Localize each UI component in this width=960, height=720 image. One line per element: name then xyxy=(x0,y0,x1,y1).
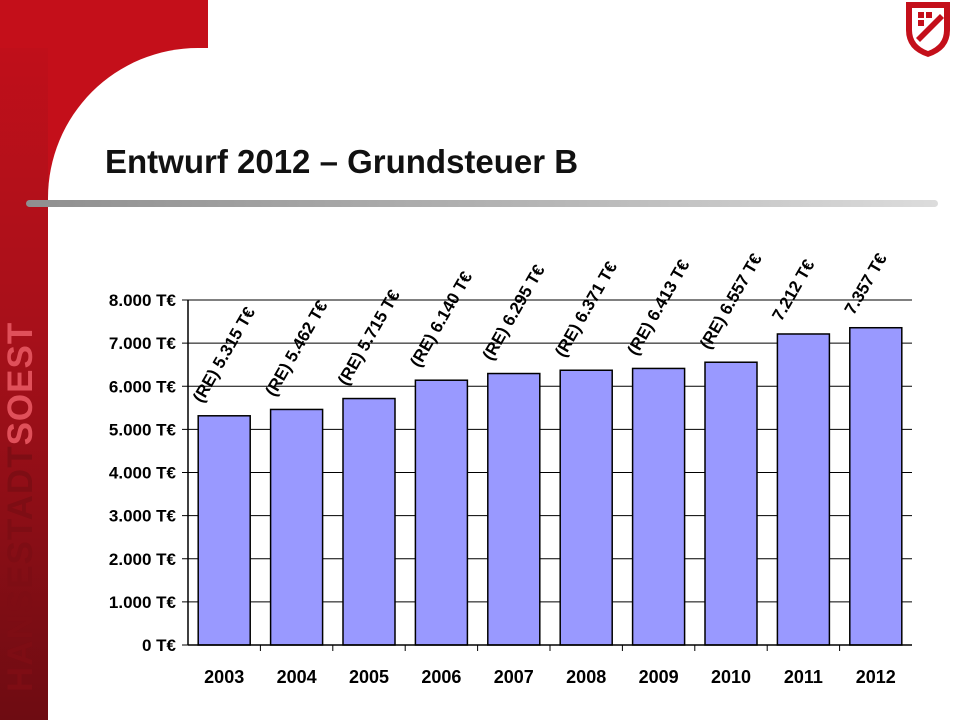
x-tick-label: 2005 xyxy=(349,667,389,687)
x-tick-label: 2012 xyxy=(856,667,896,687)
x-tick-label: 2003 xyxy=(204,667,244,687)
y-tick-label: 1.000 T€ xyxy=(109,593,177,612)
left-brand-bar xyxy=(0,0,48,720)
brand-corner-curve xyxy=(48,48,208,208)
x-tick-label: 2009 xyxy=(639,667,679,687)
bar xyxy=(342,397,396,646)
bar xyxy=(776,333,831,646)
bar xyxy=(414,379,469,646)
slide-title: Entwurf 2012 – Grundsteuer B xyxy=(105,143,579,180)
bar xyxy=(849,326,903,646)
data-label: (RE) 6.371 T€ xyxy=(551,258,621,360)
y-tick-label: 5.000 T€ xyxy=(109,420,177,439)
bar xyxy=(631,367,686,646)
bars xyxy=(197,326,903,646)
data-label: 7.212 T€ xyxy=(768,256,818,324)
axes xyxy=(182,299,912,651)
x-tick-label: 2007 xyxy=(494,667,534,687)
bar xyxy=(704,361,758,646)
x-tick-label: 2011 xyxy=(784,667,823,687)
y-tick-label: 0 T€ xyxy=(142,636,177,655)
data-label: (RE) 6.140 T€ xyxy=(406,268,476,370)
bar xyxy=(487,372,541,646)
bar xyxy=(197,415,251,646)
data-label: (RE) 6.295 T€ xyxy=(479,261,549,363)
y-tick-label: 2.000 T€ xyxy=(109,550,177,569)
data-label: 7.357 T€ xyxy=(841,250,891,318)
bar xyxy=(559,369,613,646)
y-tick-label: 3.000 T€ xyxy=(109,507,177,526)
data-label: (RE) 6.557 T€ xyxy=(696,250,766,352)
y-tick-label: 7.000 T€ xyxy=(109,334,177,353)
top-brand-bar xyxy=(0,0,208,48)
y-tick-label: 4.000 T€ xyxy=(109,464,177,483)
data-label: (RE) 5.462 T€ xyxy=(262,297,332,399)
x-tick-label: 2010 xyxy=(711,667,751,687)
y-tick-label: 6.000 T€ xyxy=(109,377,177,396)
x-tick-label: 2006 xyxy=(421,667,461,687)
y-tick-label: 8.000 T€ xyxy=(109,291,177,310)
data-label: (RE) 5.715 T€ xyxy=(334,286,404,388)
title-divider xyxy=(26,200,938,207)
data-label: (RE) 5.315 T€ xyxy=(189,303,259,405)
x-tick-label: 2004 xyxy=(277,667,317,687)
city-crest-icon xyxy=(906,2,950,57)
x-tick-label: 2008 xyxy=(566,667,606,687)
bar xyxy=(269,408,324,646)
